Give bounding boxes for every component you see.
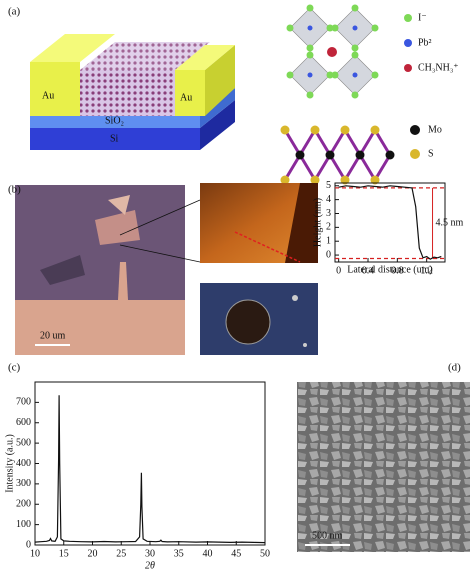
ma-atom: [327, 47, 337, 57]
sem-image: [297, 382, 470, 552]
y-tick-label: 0: [26, 539, 31, 550]
lead-atom: [307, 72, 313, 78]
legend-text: I⁻: [418, 12, 427, 23]
iodide-atom: [286, 71, 294, 79]
s-atom: [310, 175, 320, 185]
iodide-atom: [371, 24, 379, 32]
device-label: Au: [42, 90, 54, 101]
iodide-atom: [331, 71, 339, 79]
x-tick-label: 1.2: [420, 265, 433, 276]
iodide-atom: [326, 24, 334, 32]
crystal-atoms: [286, 4, 379, 99]
x-tick-label: 20: [88, 548, 98, 559]
optical-image: [15, 185, 201, 355]
x-tick-label: 45: [231, 548, 241, 559]
device-label: Au: [180, 92, 192, 103]
y-tick-label: 400: [16, 458, 31, 469]
panel-label: (a): [8, 6, 21, 18]
x-tick-label: 50: [260, 548, 270, 559]
y-tick-label: 2: [326, 222, 331, 233]
panel-label: (c): [8, 362, 21, 374]
device-label: SiO₂: [105, 115, 124, 126]
iodide-atom: [351, 91, 359, 99]
s-atom: [370, 175, 380, 185]
iodide-atom: [306, 51, 314, 59]
x-tick-label: 10: [30, 548, 40, 559]
x-axis-label: 2θ: [145, 560, 155, 571]
x-tick-label: 0.4: [362, 265, 375, 276]
y-tick-label: 600: [16, 417, 31, 428]
y-tick-label: 700: [16, 397, 31, 408]
iodide-atom: [306, 91, 314, 99]
lead-atom: [352, 72, 358, 78]
iodide-atom: [351, 44, 359, 52]
data-line: [34, 395, 266, 544]
iodide-atom: [331, 24, 339, 32]
plot-frame: [34, 381, 266, 546]
s-atom: [370, 125, 380, 135]
y-tick-label: 0: [326, 249, 331, 260]
y-tick-label: 1: [326, 236, 331, 247]
iodide-atom: [306, 4, 314, 12]
scale-bar-label: 500 nm: [312, 530, 343, 541]
sem-dot-image: [200, 283, 318, 355]
x-tick-label: 35: [174, 548, 184, 559]
x-tick-label: 40: [203, 548, 213, 559]
s-atom: [340, 125, 350, 135]
panel-label: (d): [448, 362, 461, 374]
x-tick-label: 15: [59, 548, 69, 559]
plot-frame: [334, 182, 446, 263]
lead-atom: [352, 25, 358, 31]
mo-atom: [295, 150, 305, 160]
s-atom: [280, 125, 290, 135]
legend-symbol: [410, 125, 420, 135]
y-tick-label: 500: [16, 437, 31, 448]
legend-text: CH₃NH₃⁺: [418, 62, 459, 73]
legend-text: Mo: [428, 124, 442, 135]
iodide-atom: [371, 71, 379, 79]
y-tick-label: 300: [16, 478, 31, 489]
s-atom: [340, 175, 350, 185]
s-atom: [310, 125, 320, 135]
annotation-text: 4.5 nm: [436, 217, 464, 228]
iodide-atom: [351, 51, 359, 59]
x-tick-label: 0.8: [391, 265, 404, 276]
legend-text: Pb²: [418, 37, 432, 48]
x-tick-label: 0: [336, 265, 341, 276]
iodide-atom: [306, 44, 314, 52]
s-atom: [280, 175, 290, 185]
y-tick-label: 4: [326, 194, 331, 205]
iodide-atom: [286, 24, 294, 32]
y-tick-label: 200: [16, 499, 31, 510]
mo-atom: [355, 150, 365, 160]
legend-symbol: [404, 39, 412, 47]
afm-image: [200, 183, 318, 263]
data-line: [338, 185, 442, 260]
scale-bar-label: 20 um: [40, 330, 66, 341]
y-axis-label: Height (nm): [312, 198, 323, 247]
x-tick-label: 25: [116, 548, 126, 559]
device-schematic: [30, 34, 235, 150]
mos2-chain: [283, 152, 392, 183]
y-tick-label: 3: [326, 208, 331, 219]
legend-symbol: [404, 14, 412, 22]
legend-symbol: [404, 64, 412, 72]
panel-label: (b): [8, 184, 21, 196]
mo-atom: [325, 150, 335, 160]
legend-symbol: [410, 149, 420, 159]
mo-atom: [385, 150, 395, 160]
y-tick-label: 5: [326, 180, 331, 191]
device-label: Si: [110, 133, 119, 144]
iodide-atom: [351, 4, 359, 12]
iodide-atom: [326, 71, 334, 79]
mos2-atoms: [280, 125, 395, 185]
y-axis-label: Intensity (a.u.): [4, 434, 15, 493]
mos2-chain: [283, 127, 392, 158]
legend-text: S: [428, 148, 434, 159]
x-tick-label: 30: [145, 548, 155, 559]
x-axis-label: Lateral distance (um): [347, 264, 433, 275]
lead-atom: [307, 25, 313, 31]
y-tick-label: 100: [16, 519, 31, 530]
